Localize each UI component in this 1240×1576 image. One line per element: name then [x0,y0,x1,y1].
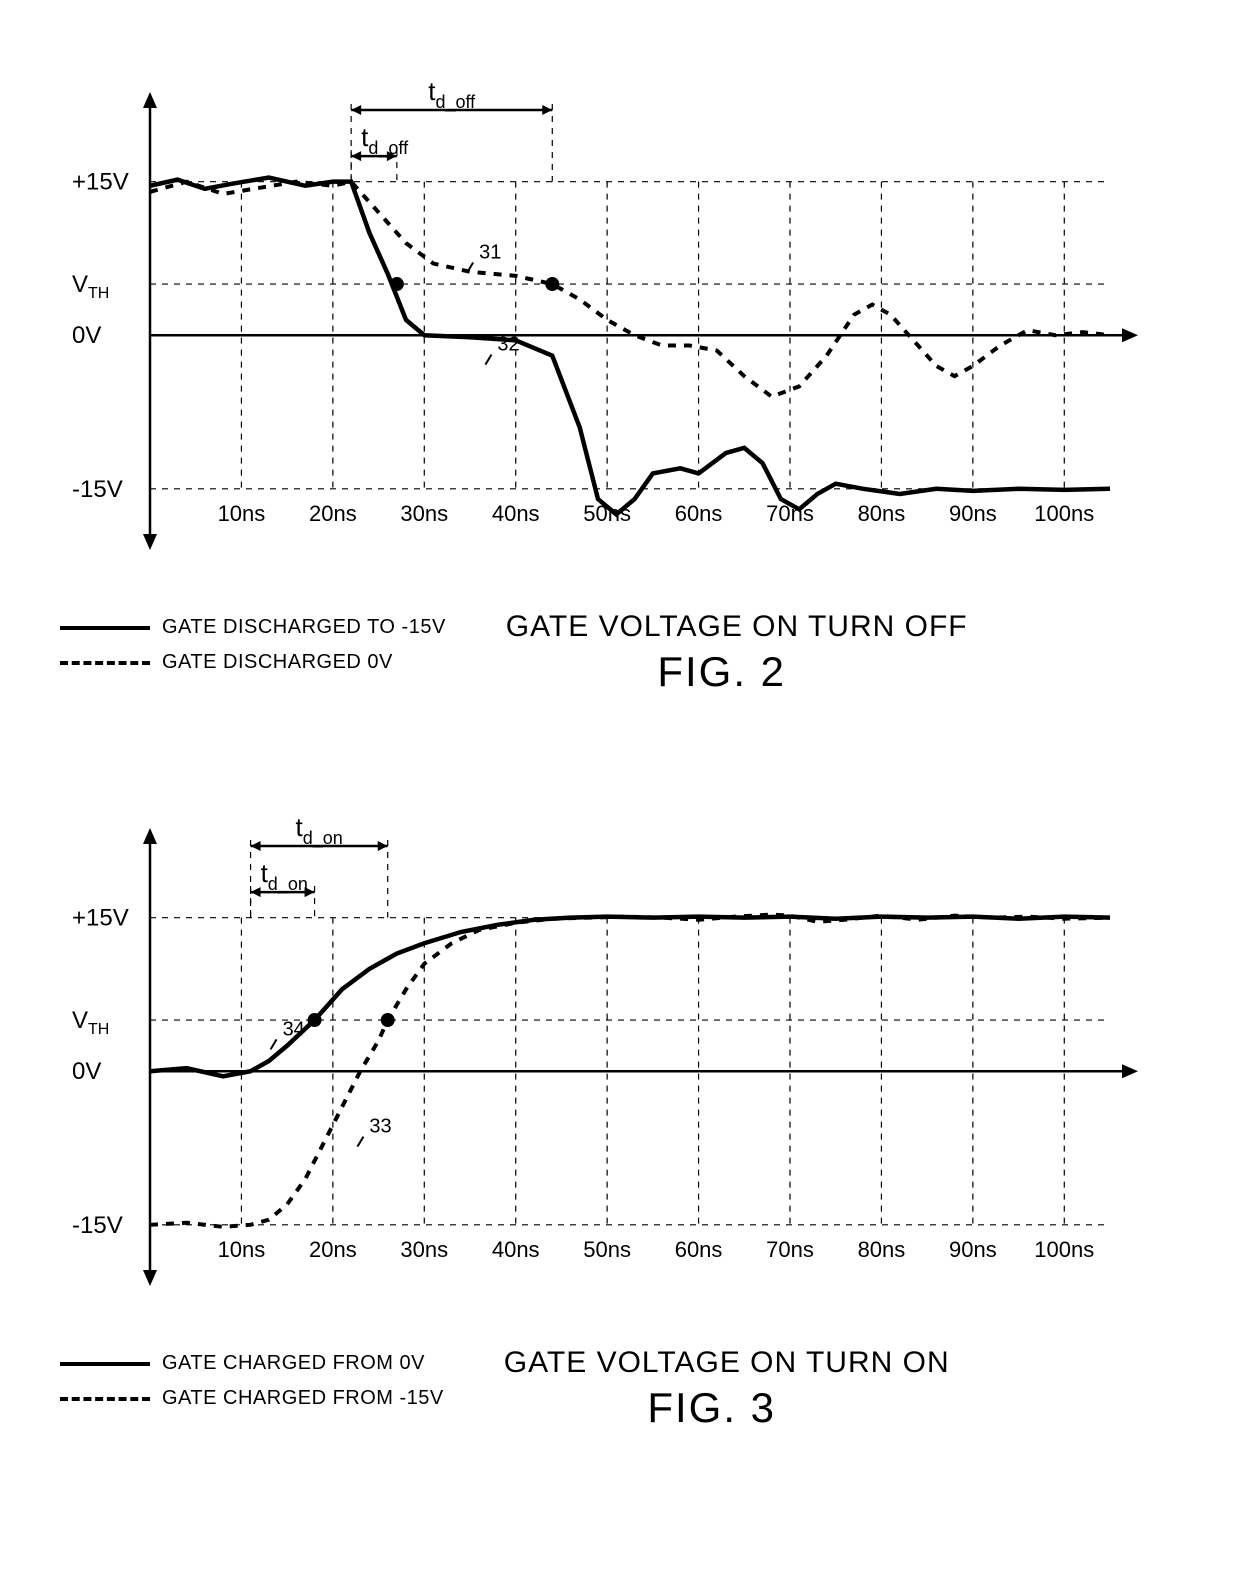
svg-text:40ns: 40ns [492,1237,540,1262]
svg-text:VTH: VTH [72,271,109,302]
svg-text:100ns: 100ns [1034,1237,1094,1262]
svg-text:40ns: 40ns [492,501,540,526]
svg-text:33: 33 [369,1116,391,1138]
svg-text:90ns: 90ns [949,501,997,526]
svg-text:80ns: 80ns [858,501,906,526]
figure-2-block: +15VVTH0V-15V10ns20ns30ns40ns50ns60ns70n… [20,20,1220,696]
svg-text:td_on: td_on [261,858,308,895]
svg-text:10ns: 10ns [218,1237,266,1262]
legend-row: GATE CHARGED FROM -15V [60,1387,444,1410]
legend-text: GATE DISCHARGED TO -15V [162,616,446,639]
figure-3-title: GATE VOLTAGE ON TURN ON [504,1346,950,1380]
svg-text:-15V: -15V [72,1212,123,1239]
svg-text:VTH: VTH [72,1007,109,1038]
svg-text:30ns: 30ns [400,1237,448,1262]
svg-text:td_on: td_on [296,812,343,849]
figure-2-label: FIG. 2 [476,648,968,696]
svg-text:31: 31 [479,241,501,263]
svg-text:-15V: -15V [72,476,123,503]
legend-text: GATE CHARGED FROM 0V [162,1352,425,1375]
legend-row: GATE CHARGED FROM 0V [60,1352,444,1375]
svg-text:100ns: 100ns [1034,501,1094,526]
figure-3-chart: +15V VTH 0V -15V 10ns 20ns 30ns 40ns 50ns 60ns 70n… [20,756,1180,1346]
legend-swatch-solid [60,626,150,630]
svg-text:td_off: td_off [361,122,409,159]
legend-swatch-dash [60,661,150,665]
figure-3-block: +15V VTH 0V -15V 10ns 20ns 30ns 40ns 50ns 60ns 70n… [20,756,1220,1432]
svg-text:20ns: 20ns [309,1237,357,1262]
svg-text:10ns: 10ns [218,501,266,526]
figure-3-caption-row: GATE CHARGED FROM 0V GATE CHARGED FROM -… [20,1346,1220,1432]
svg-text:+15V: +15V [72,169,129,196]
svg-text:20ns: 20ns [309,501,357,526]
figure-2-title: GATE VOLTAGE ON TURN OFF [506,610,968,644]
svg-text:60ns: 60ns [675,501,723,526]
svg-text:34: 34 [283,1018,305,1040]
svg-text:70ns: 70ns [766,1237,814,1262]
figure-3-label: FIG. 3 [474,1384,950,1432]
svg-text:80ns: 80ns [858,1237,906,1262]
legend-row: GATE DISCHARGED 0V [60,651,446,674]
svg-text:60ns: 60ns [675,1237,723,1262]
svg-text:32: 32 [497,334,519,356]
svg-text:0V: 0V [72,1058,101,1085]
svg-text:30ns: 30ns [400,501,448,526]
legend-text: GATE DISCHARGED 0V [162,651,393,674]
svg-text:+15V: +15V [72,905,129,932]
svg-text:0V: 0V [72,322,101,349]
figure-2-chart: +15VVTH0V-15V10ns20ns30ns40ns50ns60ns70n… [20,20,1180,610]
figure-2-caption-row: GATE DISCHARGED TO -15V GATE DISCHARGED … [20,610,1220,696]
svg-text:90ns: 90ns [949,1237,997,1262]
legend-swatch-solid [60,1362,150,1366]
svg-text:td_off: td_off [428,76,476,113]
legend-swatch-dash [60,1397,150,1401]
svg-text:50ns: 50ns [583,1237,631,1262]
legend-row: GATE DISCHARGED TO -15V [60,616,446,639]
legend-text: GATE CHARGED FROM -15V [162,1387,444,1410]
